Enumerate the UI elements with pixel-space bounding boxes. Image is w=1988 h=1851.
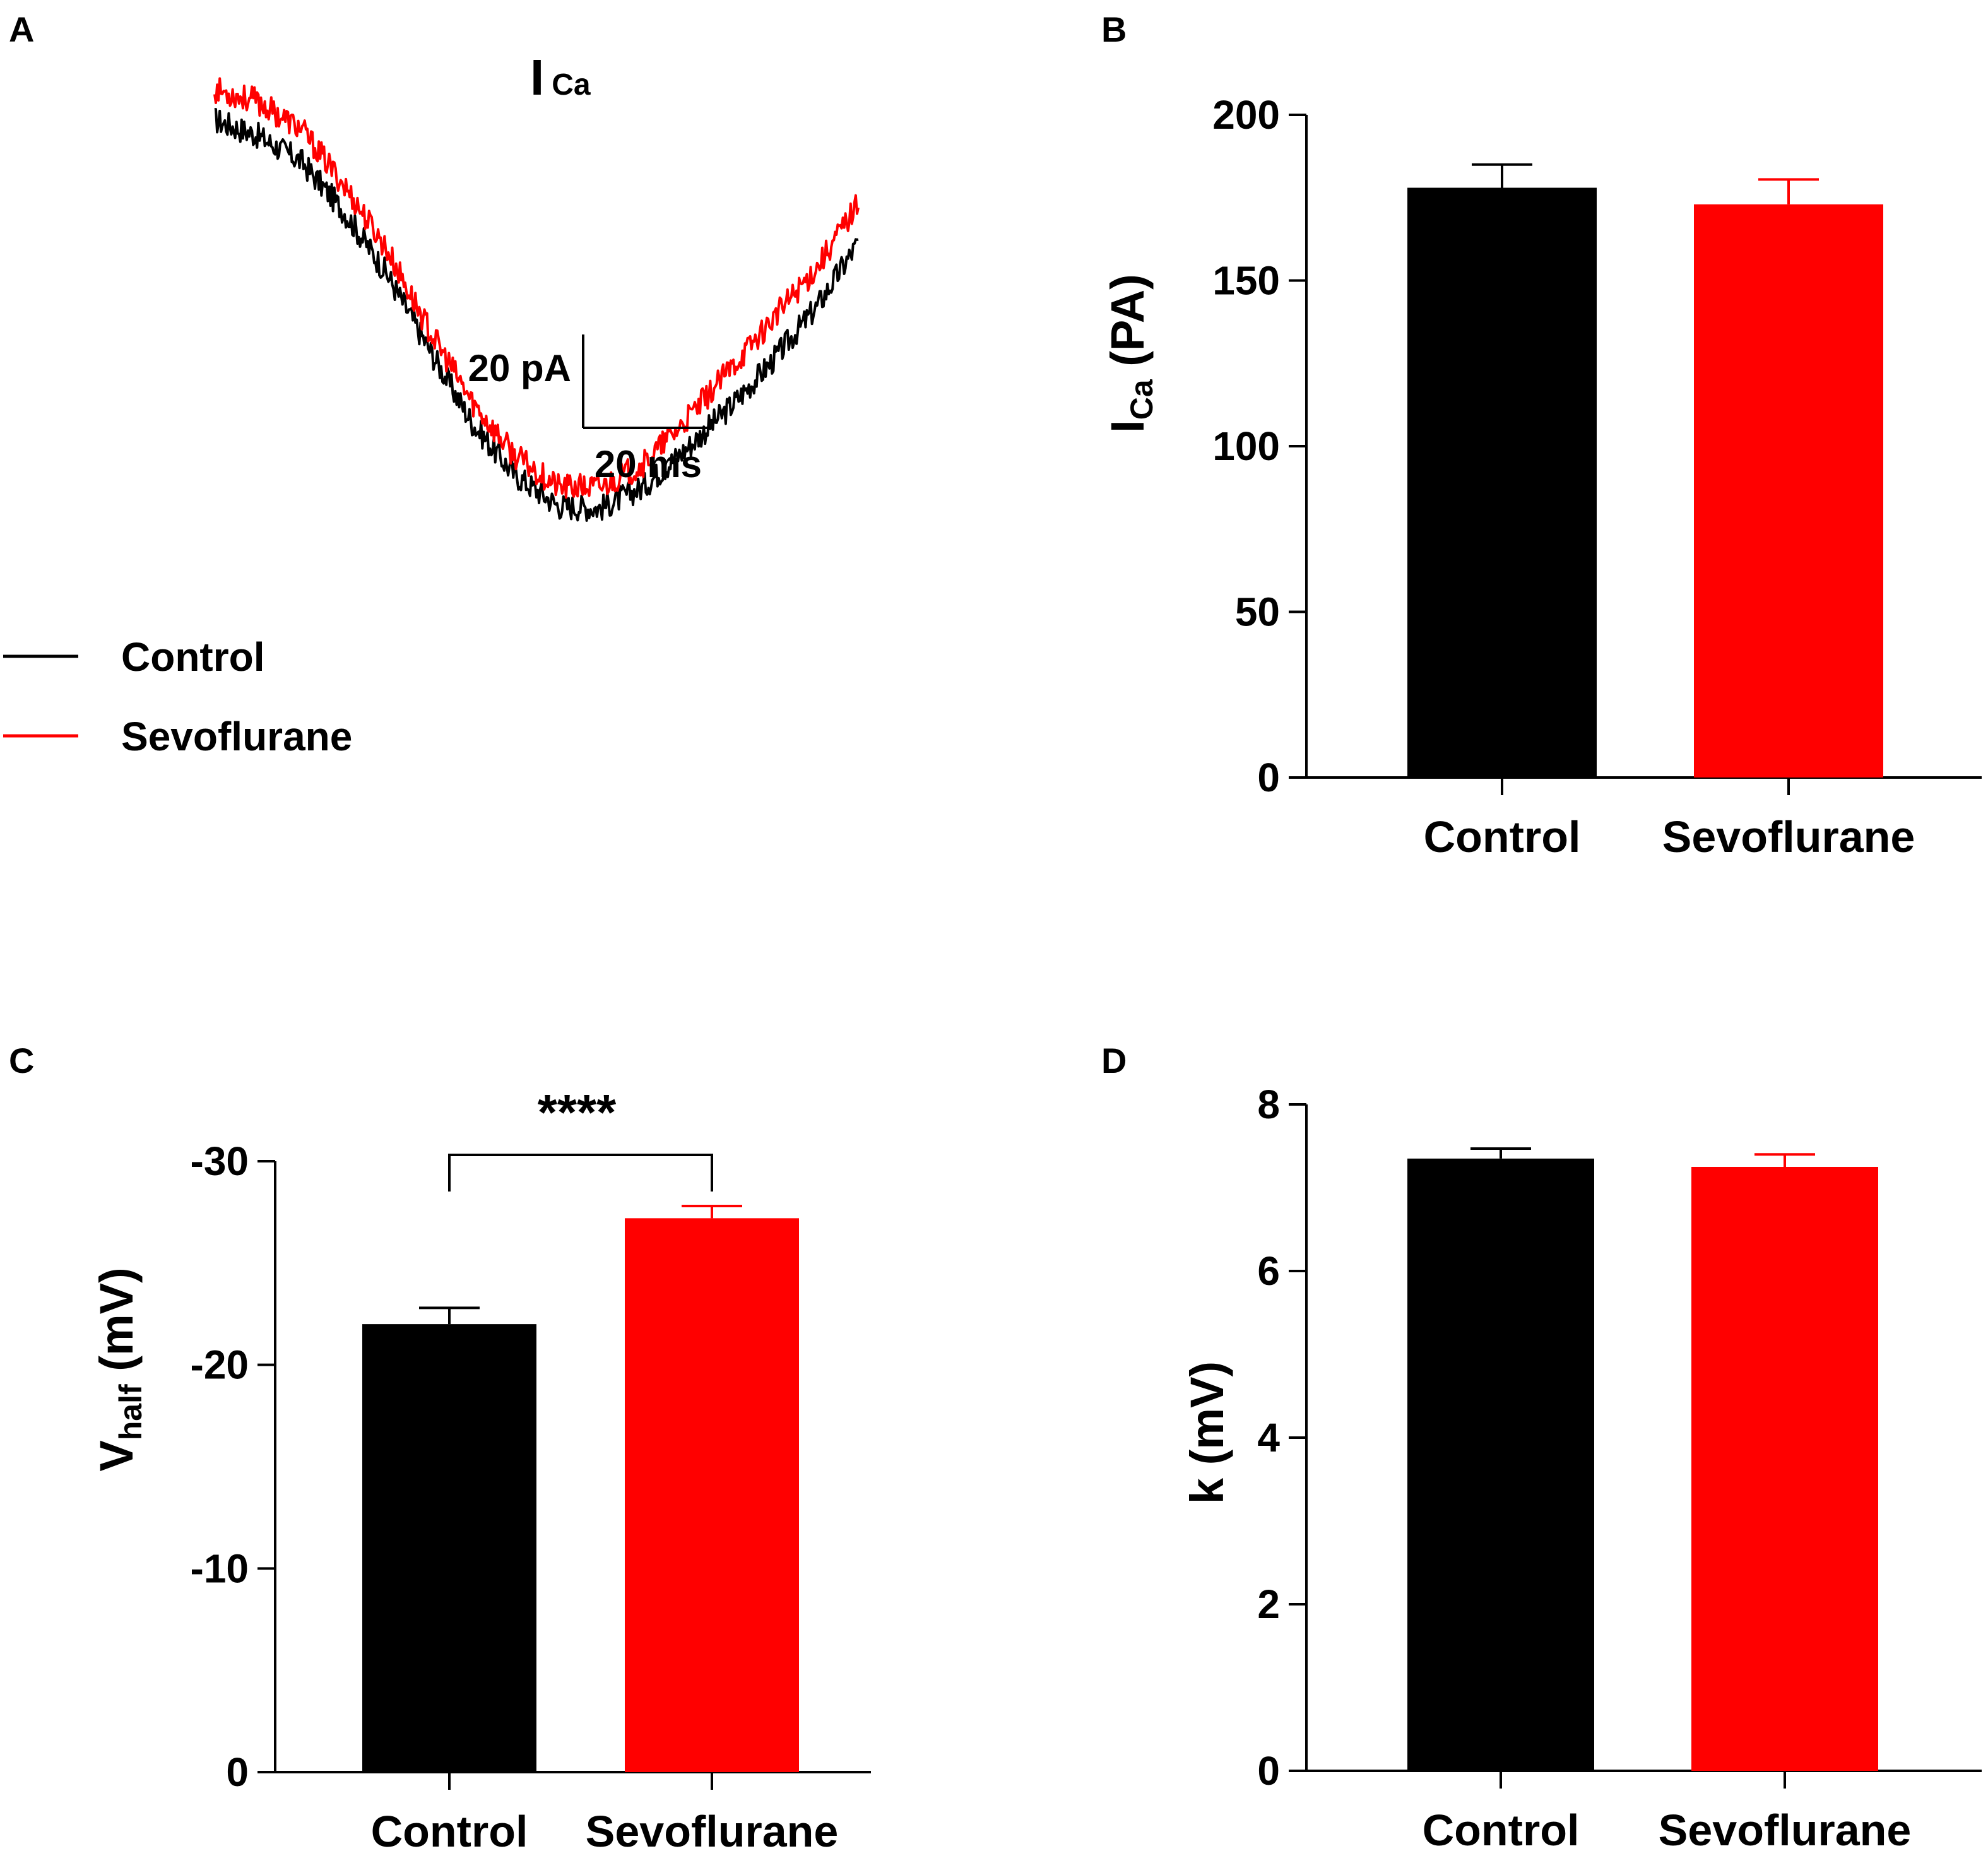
y-tick-label: -10 (191, 1546, 249, 1591)
legend: Control Sevoflurane (3, 634, 352, 759)
panel-d-plot: 0 2 4 6 8 Control Sevoflurane (1257, 1082, 1982, 1851)
panel-b-ylabel-sub: Ca (1124, 379, 1159, 420)
scale-bar-ms-label: 20 ms (595, 443, 702, 485)
y-tick-label: -30 (191, 1138, 249, 1184)
panel-d-y-axis-title: k (mV) (1181, 1361, 1233, 1504)
bar-control (1407, 1158, 1594, 1771)
panel-c-y-axis-title: Vhalf (mV) (90, 1267, 148, 1471)
panel-c-letter: C (9, 1041, 34, 1080)
y-tick-label: 4 (1257, 1415, 1280, 1460)
y-tick-label: 0 (226, 1749, 249, 1795)
y-tick-label: 50 (1235, 589, 1280, 635)
panel-b-letter: B (1101, 9, 1127, 49)
panel-d-letter: D (1101, 1041, 1127, 1080)
bar-control (1407, 187, 1597, 778)
significance-bracket-line (448, 1154, 713, 1192)
panel-b-y-axis-title: ICa (PA) (1101, 274, 1159, 433)
y-tick-label: 200 (1212, 92, 1280, 138)
category-label-control: Control (371, 1807, 528, 1851)
y-tick-label: 150 (1212, 258, 1280, 304)
significance-stars: **** (538, 1084, 617, 1140)
category-label-sevoflurane: Sevoflurane (1659, 1806, 1912, 1851)
y-tick-label: 0 (1257, 1748, 1280, 1794)
trace-control (214, 108, 859, 522)
y-tick-label: 6 (1257, 1248, 1280, 1294)
bar-sevoflurane (625, 1218, 799, 1772)
category-label-sevoflurane: Sevoflurane (1662, 812, 1915, 861)
panel-c-vhalf-bar-chart: C Vhalf (mV) 0 -10 -20 -30 Control Sevofluran… (9, 1041, 871, 1851)
current-title-sub: Ca (552, 68, 591, 102)
bar-control (362, 1324, 536, 1772)
panel-c-ylabel-main: V (90, 1440, 143, 1471)
panel-c-ylabel-sub: half (113, 1384, 148, 1440)
panel-b-ylabel-main: I (1101, 420, 1154, 433)
panel-b-plot: 0 50 100 150 200 Control Sevoflurane (1212, 92, 1982, 861)
significance-bracket: **** (448, 1084, 713, 1192)
bar-sevoflurane (1694, 204, 1883, 778)
panel-c-plot: 0 -10 -20 -30 Control Sevoflurane (191, 1138, 871, 1851)
y-tick-label: 2 (1257, 1582, 1280, 1627)
y-tick-label: 8 (1257, 1082, 1280, 1127)
current-trace-title: I Ca (530, 49, 591, 105)
category-label-control: Control (1424, 812, 1581, 861)
trace-sevoflurane (213, 77, 860, 499)
panel-b-ylabel-tail: (PA) (1101, 274, 1154, 379)
panel-b-ica-bar-chart: B ICa (PA) 0 50 100 150 200 Control Sevofluran… (1101, 9, 1982, 861)
y-tick-label: 0 (1257, 755, 1280, 800)
panel-d-k-bar-chart: D k (mV) 0 2 4 6 8 Control Sevoflurane (1101, 1041, 1982, 1851)
current-title-main: I (530, 49, 544, 105)
scale-bar-pa-label: 20 pA (468, 347, 571, 389)
y-tick-label: -20 (191, 1342, 249, 1388)
bar-sevoflurane (1691, 1167, 1878, 1771)
panel-a-current-traces: A I Ca 20 pA 20 ms Control Sevoflurane (3, 9, 860, 759)
legend-label-sevoflurane: Sevoflurane (121, 714, 352, 759)
legend-label-control: Control (121, 634, 265, 680)
scale-bar: 20 pA 20 ms (468, 334, 713, 485)
y-tick-label: 100 (1212, 423, 1280, 469)
panel-c-ylabel-tail: (mV) (90, 1267, 143, 1384)
category-label-sevoflurane: Sevoflurane (586, 1807, 839, 1851)
category-label-control: Control (1423, 1806, 1580, 1851)
panel-a-letter: A (9, 9, 34, 49)
